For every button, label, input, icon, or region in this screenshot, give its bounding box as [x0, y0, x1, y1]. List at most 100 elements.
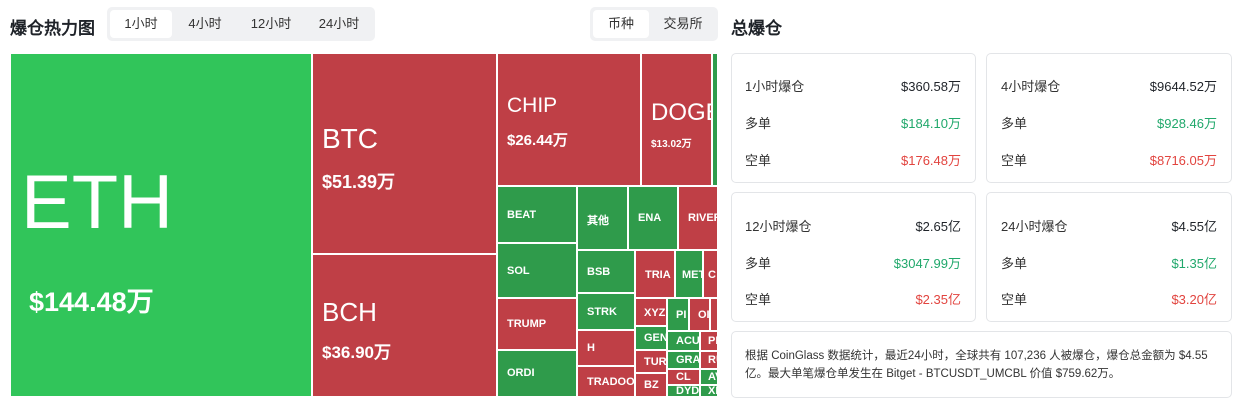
cell-symbol: BTC	[322, 123, 378, 154]
cell-symbol: ETH	[21, 160, 173, 245]
cell-symbol: STRK	[587, 306, 617, 318]
heatmap-cell-met[interactable]: MET	[675, 250, 703, 298]
heatmap-cell-strk[interactable]: STRK	[577, 293, 635, 330]
cell-value: $26.44万	[507, 132, 568, 149]
heatmap-cell-cl[interactable]: CL	[667, 369, 700, 385]
short-value: $8716.05万	[1149, 153, 1217, 168]
long-value: $928.46万	[1157, 116, 1217, 131]
card-4h: 4小时爆仓 $9644.52万 多单 $928.46万 空单 $8716.05万	[986, 53, 1232, 183]
heatmap-cell-ordi[interactable]: ORDI	[497, 350, 577, 397]
heatmap-cell-bch[interactable]: BCH $36.90万	[312, 254, 497, 397]
view-mode-tabs: 币种 交易所	[590, 7, 718, 41]
heatmap-cell-edge[interactable]	[712, 53, 718, 186]
heatmap-cell-tria[interactable]: TRIA	[635, 250, 675, 298]
tab-24h[interactable]: 24小时	[318, 16, 360, 31]
cell-symbol: 其他	[587, 215, 609, 227]
heatmap-cell-chip[interactable]: CHIP $26.44万	[497, 53, 641, 186]
card-label: 12小时爆仓	[745, 219, 812, 234]
heatmap-cell-pi[interactable]: PI	[667, 298, 689, 331]
short-value: $3.20亿	[1171, 292, 1217, 307]
heatmap-cell-btc[interactable]: BTC $51.39万	[312, 53, 497, 254]
heatmap-cell-av[interactable]: AV	[700, 369, 718, 385]
cell-symbol: ENA	[638, 212, 662, 224]
liquidation-heatmap: ETH $144.48万 BTC $51.39万 BCH $36.90万 CHI…	[10, 53, 718, 397]
cell-symbol: RU	[708, 354, 717, 366]
short-label: 空单	[745, 153, 772, 168]
long-label: 多单	[745, 256, 772, 271]
cell-symbol: DOGE	[651, 99, 711, 126]
tab-4h[interactable]: 4小时	[188, 16, 222, 31]
cell-symbol: H	[587, 342, 595, 354]
cell-symbol: BCH	[322, 297, 377, 327]
tab-12h[interactable]: 12小时	[250, 16, 292, 31]
heatmap-title: 爆仓热力图	[10, 19, 95, 38]
cell-symbol: ACU	[676, 335, 700, 347]
heatmap-cell-bz[interactable]: BZ	[635, 373, 667, 397]
heatmap-cell-other[interactable]: 其他	[577, 186, 628, 250]
cell-symbol: ORDI	[507, 367, 535, 379]
heatmap-cell-doge[interactable]: DOGE $13.02万	[641, 53, 712, 186]
heatmap-cell-tiny[interactable]	[710, 298, 718, 331]
heatmap-cell-sol[interactable]: SOL	[497, 243, 577, 298]
cell-symbol: BZ	[644, 379, 659, 391]
long-label: 多单	[1001, 256, 1028, 271]
heatmap-cell-xyz[interactable]: XYZ	[635, 298, 667, 326]
card-label: 1小时爆仓	[745, 79, 805, 94]
long-label: 多单	[1001, 116, 1028, 131]
cell-symbol: TRIA	[645, 269, 671, 281]
card-1h: 1小时爆仓 $360.58万 多单 $184.10万 空单 $176.48万	[731, 53, 976, 183]
cell-symbol: SOL	[507, 265, 530, 277]
card-label: 4小时爆仓	[1001, 79, 1061, 94]
heatmap-cell-trump[interactable]: TRUMP	[497, 298, 577, 350]
cell-symbol: C	[708, 269, 716, 281]
heatmap-cell-beat[interactable]: BEAT	[497, 186, 577, 243]
heatmap-cell-xp[interactable]: XP	[700, 385, 718, 397]
tab-exchange[interactable]: 交易所	[663, 16, 703, 31]
cell-symbol: TRADOOR	[587, 376, 635, 388]
cell-value: $51.39万	[322, 172, 396, 192]
cell-symbol: AV	[708, 371, 717, 383]
cell-symbol: MET	[682, 269, 703, 281]
cell-symbol: BEAT	[507, 209, 537, 221]
card-total: $4.55亿	[1171, 219, 1217, 234]
heatmap-cell-tradoor[interactable]: TRADOOR	[577, 366, 635, 397]
card-total: $9644.52万	[1149, 79, 1217, 94]
heatmap-cell-river[interactable]: RIVER	[678, 186, 718, 250]
cell-symbol: CHIP	[507, 94, 558, 117]
cell-symbol: GRA	[676, 354, 700, 366]
tab-1h[interactable]: 1小时	[110, 10, 172, 38]
heatmap-cell-oi[interactable]: OI	[689, 298, 710, 331]
time-range-tabs: 1小时 4小时 12小时 24小时	[107, 7, 375, 41]
cell-symbol: BSB	[587, 266, 611, 278]
heatmap-cell-eth[interactable]: ETH $144.48万	[10, 53, 312, 397]
cell-symbol: DYD	[676, 385, 700, 397]
cell-symbol: RIVER	[688, 212, 717, 224]
cell-symbol: PI	[676, 309, 687, 321]
heatmap-cell-c[interactable]: C	[703, 250, 718, 298]
cell-value: $36.90万	[322, 343, 391, 362]
heatmap-cell-tur[interactable]: TUR	[635, 350, 667, 373]
card-total: $360.58万	[901, 79, 961, 94]
heatmap-cell-acu[interactable]: ACU	[667, 331, 700, 351]
cell-symbol: GEN	[644, 332, 667, 344]
tab-coin[interactable]: 币种	[593, 10, 649, 38]
card-24h: 24小时爆仓 $4.55亿 多单 $1.35亿 空单 $3.20亿	[986, 192, 1232, 322]
long-value: $1.35亿	[1171, 256, 1217, 271]
cell-symbol: XP	[708, 385, 717, 397]
total-liquidation-title: 总爆仓	[731, 19, 782, 38]
short-value: $176.48万	[901, 153, 961, 168]
card-label: 24小时爆仓	[1001, 219, 1068, 234]
cell-symbol: PE	[708, 335, 717, 347]
short-value: $2.35亿	[915, 292, 961, 307]
short-label: 空单	[1001, 292, 1028, 307]
heatmap-cell-dyd[interactable]: DYD	[667, 385, 700, 397]
heatmap-cell-ru[interactable]: RU	[700, 351, 718, 369]
heatmap-cell-pe[interactable]: PE	[700, 331, 718, 351]
heatmap-cell-ena[interactable]: ENA	[628, 186, 678, 250]
cell-symbol: TRUMP	[507, 318, 547, 330]
heatmap-cell-gen[interactable]: GEN	[635, 326, 667, 350]
heatmap-cell-bsb[interactable]: BSB	[577, 250, 635, 293]
heatmap-cell-h[interactable]: H	[577, 330, 635, 366]
heatmap-cell-gra[interactable]: GRA	[667, 351, 700, 369]
long-label: 多单	[745, 116, 772, 131]
